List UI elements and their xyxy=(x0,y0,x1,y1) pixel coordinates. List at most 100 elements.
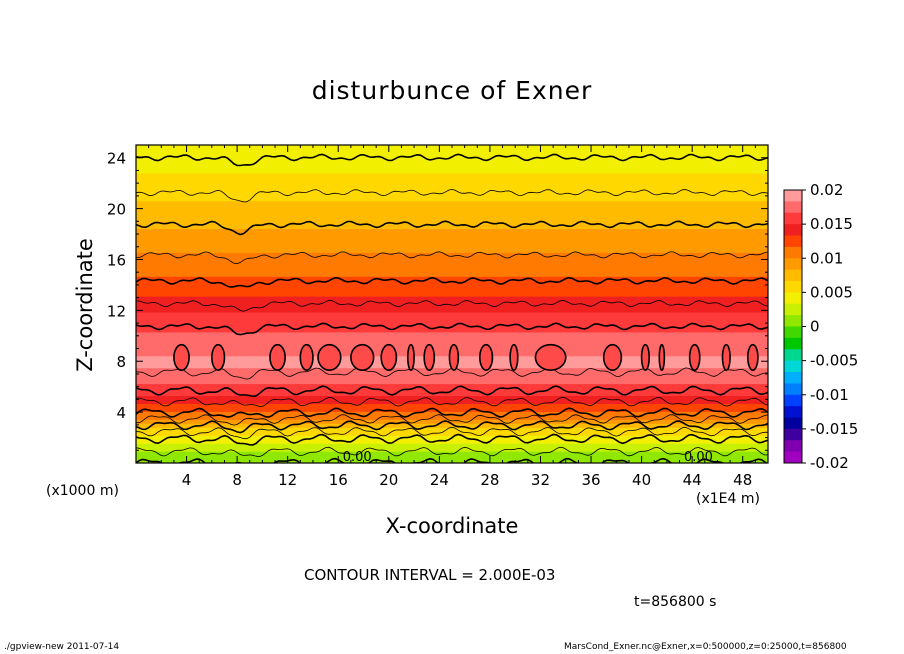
contour-line xyxy=(136,188,768,203)
contour-max-cell xyxy=(640,343,650,371)
contour-line xyxy=(136,220,768,236)
contour-band xyxy=(136,204,768,210)
contour-band xyxy=(136,439,768,444)
contour-max-cell xyxy=(380,343,398,371)
contour-band xyxy=(136,184,768,190)
colorbar-label: -0.01 xyxy=(810,386,849,404)
contour-max-cell xyxy=(509,343,519,371)
contour-band xyxy=(136,220,768,226)
colorbar-swatch xyxy=(784,326,802,339)
colorbar-swatch xyxy=(784,246,802,259)
contour-band xyxy=(136,288,768,293)
contour-band xyxy=(136,200,768,206)
colorbar-swatch xyxy=(784,372,802,384)
contour-band xyxy=(136,415,768,420)
colorbar-label: 0.015 xyxy=(810,215,853,233)
y-tick-label: 24 xyxy=(107,150,126,168)
x-tick-label: 12 xyxy=(278,471,297,489)
contour-band xyxy=(136,292,768,297)
x-tick-label: 44 xyxy=(683,471,702,489)
contour-band xyxy=(136,160,768,166)
contour-band xyxy=(136,455,768,460)
contour-line xyxy=(136,396,768,407)
colorbar-label: 0.005 xyxy=(810,283,853,301)
contour-band xyxy=(136,236,768,241)
contour-band xyxy=(136,152,768,158)
contour-band xyxy=(136,399,768,404)
contour-band xyxy=(136,335,768,341)
contour-max-cell xyxy=(350,343,375,371)
contour-interval-text: CONTOUR INTERVAL = 2.000E-03 xyxy=(304,566,556,584)
colorbar-swatch xyxy=(784,281,802,293)
colorbar-swatch xyxy=(784,428,802,441)
contour-band xyxy=(136,407,768,412)
contour-max-cell xyxy=(721,343,731,371)
contour-band xyxy=(136,212,768,218)
contour-band xyxy=(136,164,768,170)
contour-band xyxy=(136,339,768,345)
colorbar-label: 0.01 xyxy=(810,249,843,267)
contour-line xyxy=(136,457,768,463)
y-axis-label: Z-coordinate xyxy=(73,238,97,372)
contour-max-cell xyxy=(448,343,460,371)
contour-band xyxy=(136,248,768,253)
colorbar-label: 0.02 xyxy=(810,181,843,199)
x-tick-label: 40 xyxy=(632,471,651,489)
contour-band xyxy=(136,379,768,385)
contour-max-cell xyxy=(746,343,759,371)
contour-band xyxy=(136,311,768,317)
z-unit-label: (x1000 m) xyxy=(46,483,119,499)
contour-band xyxy=(136,168,768,174)
contour-band xyxy=(136,307,768,313)
x-unit-label: (x1E4 m) xyxy=(696,491,760,507)
contour-band xyxy=(136,280,768,285)
colorbar-swatch xyxy=(784,190,802,202)
contour-band xyxy=(136,240,768,245)
colorbar-swatch xyxy=(784,337,802,350)
contour-band xyxy=(136,228,768,234)
contour-band xyxy=(136,256,768,261)
contour-line xyxy=(136,299,768,312)
contour-band xyxy=(136,172,768,178)
contour-band xyxy=(136,196,768,202)
contour-max-cell xyxy=(269,343,286,371)
contour-line xyxy=(136,446,768,458)
colorbar-swatch xyxy=(784,349,802,362)
contour-line xyxy=(136,414,768,426)
contour-band xyxy=(136,224,768,230)
contour-band xyxy=(136,252,768,257)
contour-line xyxy=(136,322,768,336)
contour-band xyxy=(136,284,768,289)
contour-band xyxy=(136,411,768,416)
contour-line xyxy=(136,426,768,440)
colorbar-swatch xyxy=(784,224,802,236)
colorbar-swatch xyxy=(784,303,802,316)
colorbar-swatch xyxy=(784,212,802,225)
x-tick-label: 48 xyxy=(733,471,752,489)
contour-band xyxy=(136,451,768,456)
contour-band xyxy=(136,383,768,389)
footer-right-text: MarsCond_Exner.nc@Exner,x=0:500000,z=0:2… xyxy=(564,642,847,652)
contour-max-cell xyxy=(479,343,494,371)
contour-band xyxy=(136,319,768,325)
x-tick-label: 32 xyxy=(531,471,550,489)
contour-band xyxy=(136,244,768,249)
contour-band xyxy=(136,395,768,400)
colorbar-swatch xyxy=(784,394,802,407)
y-tick-label: 4 xyxy=(116,404,126,422)
contour-band xyxy=(136,180,768,186)
colorbar-swatch xyxy=(784,440,802,453)
contour-band xyxy=(136,423,768,428)
contour-band xyxy=(136,208,768,214)
contour-band xyxy=(136,296,768,301)
contour-max-cell xyxy=(406,343,415,371)
x-tick-label: 28 xyxy=(480,471,499,489)
colorbar-swatch xyxy=(784,417,802,430)
contour-band xyxy=(136,391,768,397)
contour-band xyxy=(136,447,768,452)
contour-band xyxy=(136,371,768,377)
contour-max-cell xyxy=(534,343,567,371)
contour-max-cell xyxy=(317,343,342,371)
colorbar-swatch xyxy=(784,258,802,271)
